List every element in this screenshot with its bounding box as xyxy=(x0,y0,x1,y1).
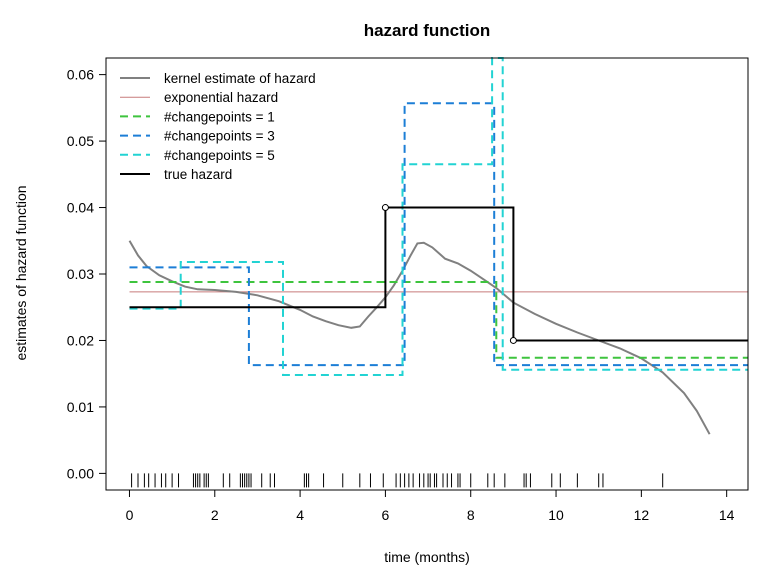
series-line xyxy=(129,57,748,376)
y-tick-label: 0.03 xyxy=(67,266,94,282)
x-tick-label: 6 xyxy=(382,507,390,523)
legend-label: kernel estimate of hazard xyxy=(164,71,316,86)
y-tick-label: 0.02 xyxy=(67,332,94,348)
series-line xyxy=(128,240,711,435)
axes: 0 2 4 6 8 10 12 14 0.00 0.01 0.02 0.03 0.04 0.05 0.06 xyxy=(67,67,735,523)
x-tick-label: 2 xyxy=(211,507,219,523)
y-tick-label: 0.01 xyxy=(67,399,94,415)
change-point-marker xyxy=(381,204,389,212)
series-line xyxy=(129,281,748,359)
y-tick-label: 0.00 xyxy=(67,465,94,481)
y-tick-label: 0.04 xyxy=(67,200,94,216)
x-tick-label: 12 xyxy=(634,507,650,523)
x-tick-label: 0 xyxy=(126,507,134,523)
legend-label: true hazard xyxy=(164,167,232,182)
legend: kernel estimate of hazard exponential haz… xyxy=(120,71,316,182)
x-tick-label: 4 xyxy=(296,507,304,523)
x-tick-label: 8 xyxy=(467,507,475,523)
chart-title: hazard function xyxy=(364,21,491,40)
legend-label: #changepoints = 1 xyxy=(164,109,275,124)
change-point-marker xyxy=(509,336,517,344)
x-axis-label: time (months) xyxy=(384,549,470,565)
series-line xyxy=(129,206,748,342)
change-markers xyxy=(381,204,517,344)
series-line xyxy=(129,102,748,367)
series-lines xyxy=(128,57,748,435)
legend-label: #changepoints = 5 xyxy=(164,148,275,163)
x-tick-label: 10 xyxy=(548,507,564,523)
y-axis-label: estimates of hazard function xyxy=(13,185,29,360)
y-tick-label: 0.05 xyxy=(67,133,94,149)
y-tick-label: 0.06 xyxy=(67,67,94,83)
x-tick-label: 14 xyxy=(719,507,735,523)
legend-label: exponential hazard xyxy=(164,90,278,105)
rug-marks xyxy=(131,473,664,488)
plot-frame xyxy=(105,57,749,491)
legend-label: #changepoints = 3 xyxy=(164,129,275,144)
